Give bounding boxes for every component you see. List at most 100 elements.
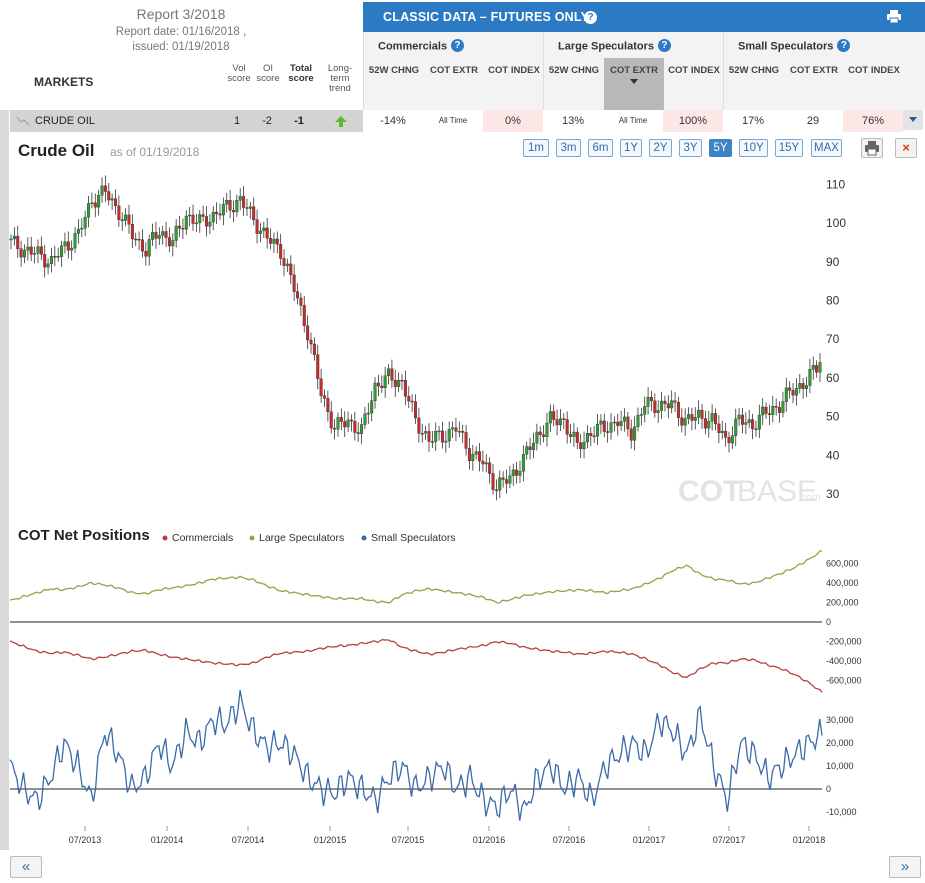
- help-icon[interactable]: ?: [837, 39, 851, 52]
- print-icon[interactable]: [887, 10, 901, 23]
- col-52w-chng[interactable]: 52W CHNG: [548, 65, 600, 76]
- candle: [124, 214, 128, 221]
- candle: [764, 406, 768, 414]
- left-border: [0, 110, 9, 850]
- range-button-5y[interactable]: 5Y: [709, 139, 732, 157]
- candle: [703, 418, 707, 429]
- cot-axes: 600,000 400,000 200,000 0 -200,000 -400,000 -6…: [10, 559, 862, 817]
- col-52w-chng[interactable]: 52W CHNG: [368, 65, 420, 76]
- candle: [46, 263, 50, 268]
- col-cot-index[interactable]: COT INDEX: [488, 65, 540, 76]
- classic-data-bar: CLASSIC DATA – FUTURES ONLY ?: [363, 2, 925, 32]
- candle: [383, 375, 387, 389]
- range-button-10y[interactable]: 10Y: [739, 139, 768, 157]
- candle: [26, 246, 30, 251]
- range-button-15y[interactable]: 15Y: [775, 139, 803, 157]
- candle: [245, 207, 249, 209]
- candle: [751, 419, 755, 429]
- range-button-6m[interactable]: 6m: [588, 139, 613, 157]
- candle: [370, 400, 374, 414]
- cot-tick-label: -400,000: [826, 656, 862, 666]
- candle: [639, 414, 643, 416]
- candle: [208, 221, 212, 227]
- candle: [265, 227, 269, 239]
- candle: [380, 385, 384, 389]
- cot-title: COT Net Positions: [18, 527, 150, 544]
- col-cot-index[interactable]: COT INDEX: [848, 65, 900, 76]
- candle: [488, 462, 492, 474]
- legend-commercials[interactable]: Commercials: [172, 532, 233, 544]
- candle: [296, 291, 300, 299]
- candle: [333, 427, 337, 430]
- candle: [275, 238, 279, 245]
- candle: [29, 246, 33, 255]
- candle: [676, 402, 680, 418]
- candle: [373, 382, 377, 401]
- candle: [178, 225, 182, 229]
- legend-large-speculators[interactable]: Large Speculators: [259, 532, 344, 544]
- print-button[interactable]: [861, 138, 883, 158]
- range-button-3y[interactable]: 3Y: [679, 139, 702, 157]
- cot-tick-label: -600,000: [826, 676, 862, 686]
- candle: [353, 421, 357, 433]
- candle: [144, 251, 148, 257]
- candle: [548, 411, 552, 424]
- watermark-domain: .com: [797, 492, 821, 504]
- legend-small-speculators[interactable]: Small Speculators: [371, 532, 456, 544]
- candle: [387, 368, 391, 376]
- price-candles: [9, 175, 822, 501]
- help-icon[interactable]: ?: [451, 39, 465, 52]
- close-button[interactable]: ×: [895, 138, 917, 158]
- candle: [649, 396, 653, 402]
- report-date: Report date: 01/16/2018 ,: [115, 26, 247, 38]
- candle: [801, 383, 805, 389]
- range-button-1m[interactable]: 1m: [523, 139, 549, 157]
- scroll-left-button[interactable]: «: [10, 856, 42, 878]
- x-tick-label: 07/2014: [232, 835, 265, 845]
- range-button-max[interactable]: MAX: [811, 139, 842, 157]
- cot-tick-label: 200,000: [826, 598, 859, 608]
- price-tick-label: 70: [826, 332, 840, 346]
- candle: [93, 202, 97, 208]
- candle: [360, 424, 364, 434]
- candle: [697, 409, 701, 418]
- market-row-crude-oil[interactable]: CRUDE OIL 1 -2 -1: [10, 110, 363, 132]
- range-button-3m[interactable]: 3m: [556, 139, 581, 157]
- candle: [248, 206, 252, 209]
- comm-52w-value: -14%: [363, 110, 423, 132]
- candle: [326, 398, 330, 412]
- help-icon[interactable]: ?: [584, 11, 597, 24]
- col-cot-extr-label: COT EXTR: [609, 65, 659, 76]
- candle: [66, 241, 70, 251]
- candle: [467, 448, 471, 462]
- candle: [56, 256, 60, 258]
- range-button-2y[interactable]: 2Y: [649, 139, 672, 157]
- candle: [515, 469, 519, 476]
- candle: [73, 233, 77, 249]
- col-cot-extr-active[interactable]: COT EXTR: [604, 58, 664, 110]
- col-cot-extr[interactable]: COT EXTR: [789, 65, 839, 76]
- candle: [130, 224, 134, 240]
- candle: [778, 407, 782, 413]
- col-52w-chng[interactable]: 52W CHNG: [728, 65, 780, 76]
- candle: [397, 379, 401, 387]
- col-cot-extr[interactable]: COT EXTR: [429, 65, 479, 76]
- candle: [279, 244, 283, 259]
- candle: [103, 185, 107, 192]
- candle: [417, 417, 421, 434]
- help-icon[interactable]: ?: [657, 39, 671, 52]
- candle: [299, 297, 303, 306]
- col-cot-index[interactable]: COT INDEX: [668, 65, 720, 76]
- row-dropdown-button[interactable]: [903, 110, 923, 130]
- candle: [231, 209, 235, 213]
- oi-score-header: OI score: [256, 63, 280, 84]
- scroll-right-button[interactable]: »: [889, 856, 921, 878]
- candle: [366, 412, 370, 415]
- candle: [434, 431, 438, 442]
- candle: [589, 433, 593, 436]
- candle: [622, 416, 626, 422]
- candle: [505, 479, 509, 484]
- candle: [289, 263, 293, 276]
- range-button-1y[interactable]: 1Y: [620, 139, 642, 157]
- candle: [596, 423, 600, 437]
